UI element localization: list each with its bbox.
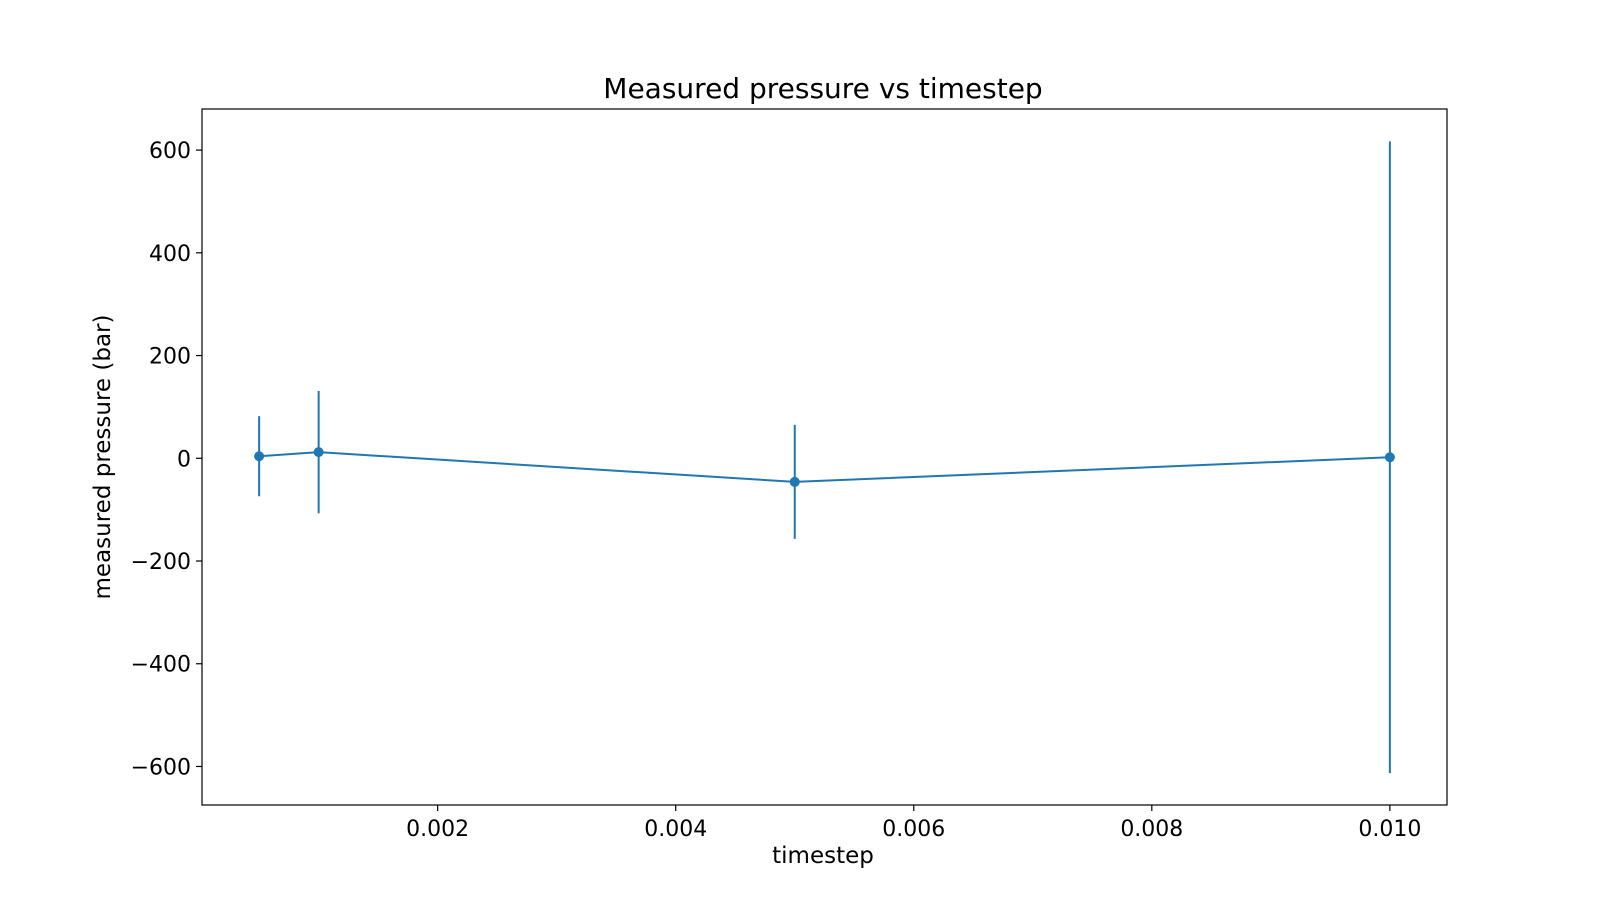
y-axis: 600 400 200 0 −200 −400 −600	[131, 139, 202, 780]
series-line	[259, 451, 1390, 483]
data-point	[1384, 452, 1395, 463]
chart-title: Measured pressure vs timestep	[603, 72, 1042, 105]
y-tick-label: 600	[149, 139, 191, 164]
y-tick-label: 200	[149, 345, 191, 370]
plot-frame	[201, 108, 1448, 806]
x-tick-label: 0.004	[644, 817, 707, 842]
x-tick-label: 0.008	[1120, 817, 1183, 842]
x-axis: 0.002 0.004 0.006 0.008 0.010	[406, 805, 1421, 842]
data-point	[254, 451, 265, 462]
x-axis-label: timestep	[772, 843, 874, 869]
x-tick-label: 0.010	[1358, 817, 1421, 842]
y-tick-label: 400	[149, 242, 191, 267]
x-tick-label: 0.002	[406, 817, 469, 842]
y-tick-label: −600	[131, 755, 191, 780]
y-tick-label: 0	[177, 447, 191, 472]
y-tick-label: −200	[131, 550, 191, 575]
data-point	[789, 476, 800, 487]
data-point	[313, 447, 324, 458]
x-tick-label: 0.006	[882, 817, 945, 842]
y-axis-label: measured pressure (bar)	[90, 315, 116, 600]
series-layer	[254, 141, 1395, 774]
y-tick-label: −400	[131, 653, 191, 678]
